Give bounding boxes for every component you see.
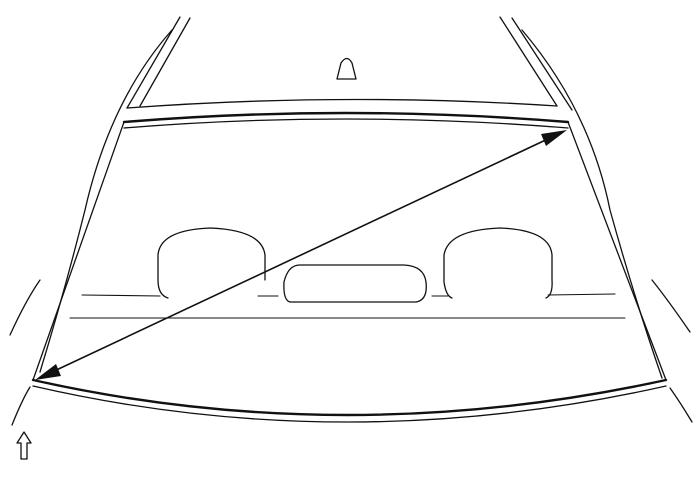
seat-back-right [547,293,616,296]
quarter-panel-lines [9,279,693,426]
right-headrest [443,227,553,299]
left-roof-pillar [39,16,191,373]
left-headrest [157,227,266,299]
antenna-icon [336,57,357,80]
up-arrow-outline-icon [16,431,32,460]
rear-window-glass [31,111,668,423]
right-roof-pillar [499,16,663,379]
roof-edge [126,98,558,109]
center-headrest [283,264,427,303]
rear-seat-interior [69,227,626,319]
double-headed-arrow-icon [35,130,567,380]
seat-back-left [81,294,161,297]
